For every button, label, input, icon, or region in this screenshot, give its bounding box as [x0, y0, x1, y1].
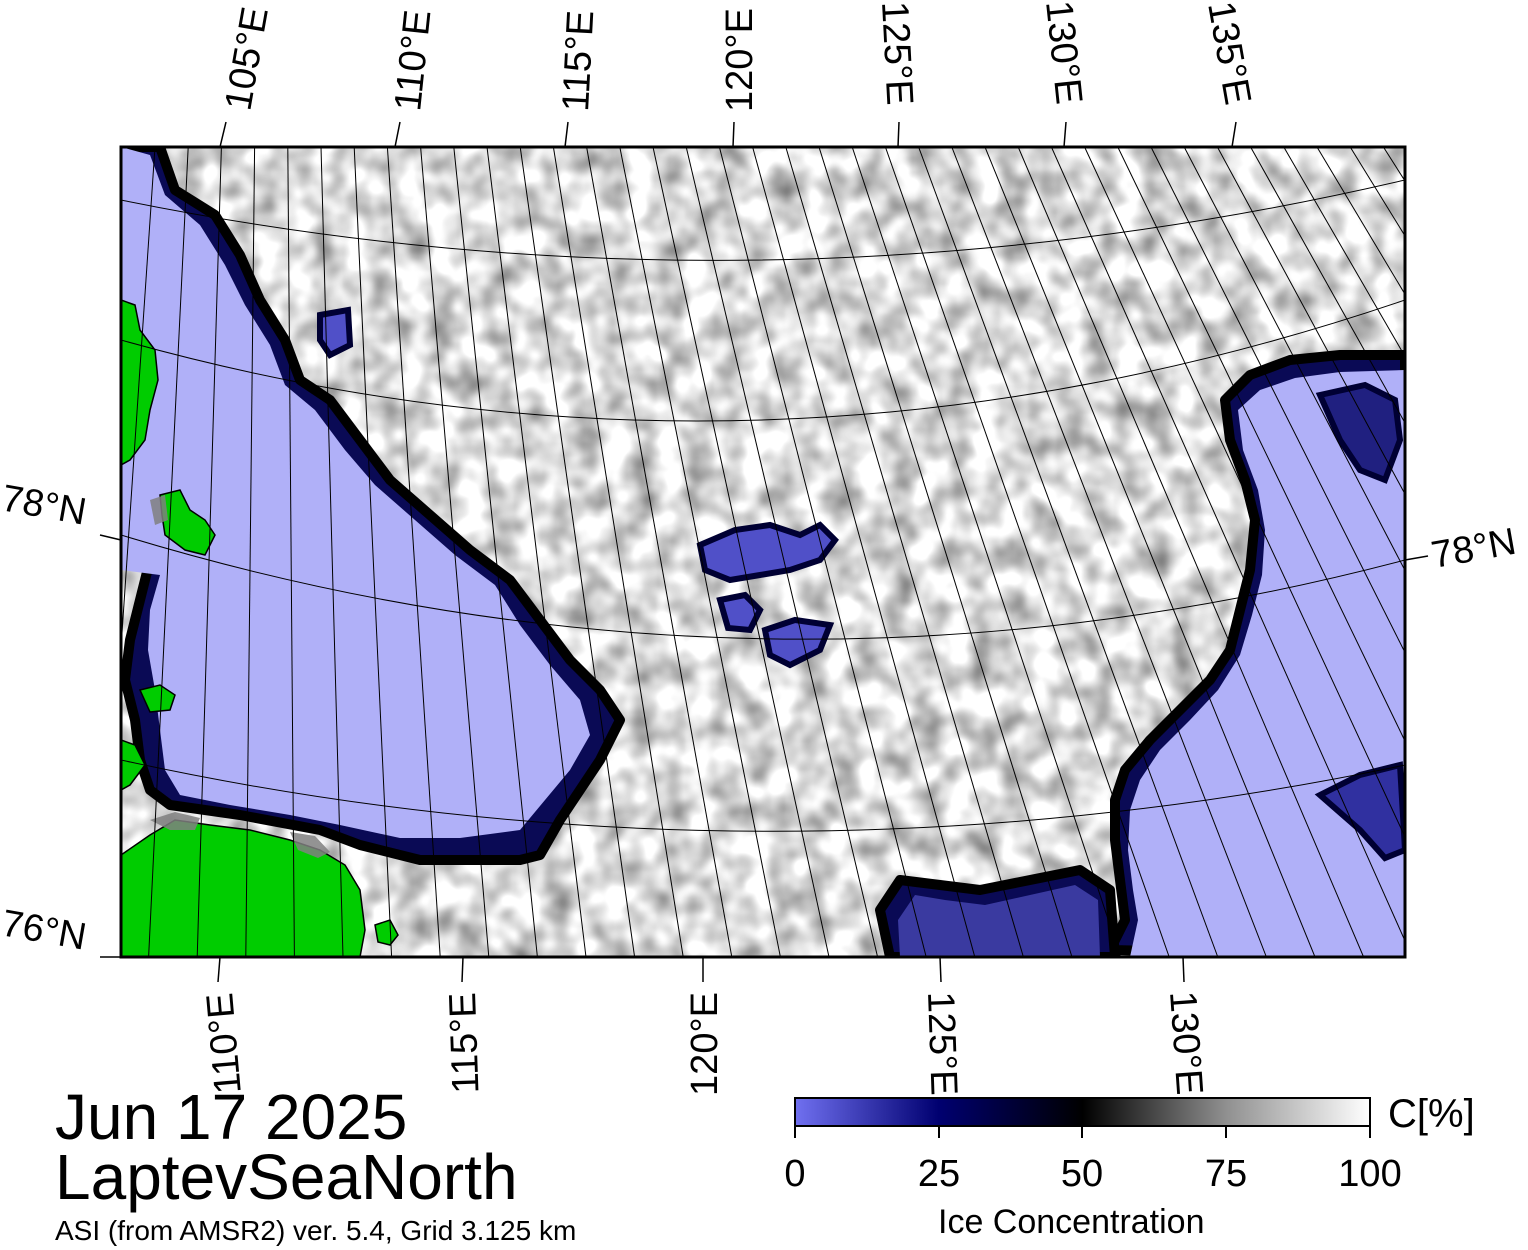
- meridian-line: [1316, 147, 1405, 296]
- meridian-line: [884, 147, 1170, 957]
- meridian-line: [752, 147, 976, 957]
- meridian-line: [121, 147, 156, 656]
- graticule: [121, 147, 1405, 957]
- meridian-line: [918, 147, 1219, 957]
- lon-label-bottom-125: 125°E: [919, 991, 965, 1096]
- lat-label-right-78: 78°N: [1428, 521, 1519, 577]
- meridian-line: [1017, 147, 1365, 957]
- meridian-line: [1084, 147, 1405, 839]
- meridian-line: [685, 147, 879, 957]
- meridian-line: [287, 147, 295, 957]
- meridian-line: [785, 147, 1024, 957]
- lon-label-top-115: 115°E: [555, 9, 602, 112]
- meridian-line: [486, 147, 587, 957]
- meridian-line: [1216, 147, 1405, 496]
- colorbar-tick-0: 0: [784, 1153, 805, 1195]
- lon-label-top-110: 110°E: [387, 8, 439, 113]
- axis-ticks: [99, 121, 1429, 983]
- top-longitude-labels: 105°E 110°E 115°E 120°E 125°E 130°E 135°…: [218, 0, 1259, 114]
- land-small-island-3: [121, 739, 146, 791]
- map-date: Jun 17 2025: [55, 1081, 408, 1153]
- meridian-line: [984, 147, 1316, 957]
- lat-label-left-78: 78°N: [0, 478, 89, 534]
- meridian-line: [818, 147, 1073, 957]
- lon-label-bottom-110: 110°E: [199, 991, 250, 1095]
- meridian-line: [851, 147, 1122, 957]
- meridian-line: [1050, 147, 1405, 943]
- colorbar-unit: C[%]: [1388, 1092, 1475, 1136]
- colorbar: 0 25 50 75 100: [784, 1097, 1402, 1195]
- colorbar-tick-50: 50: [1061, 1153, 1103, 1195]
- lon-label-bottom-130: 130°E: [1161, 990, 1210, 1097]
- meridian-line: [196, 147, 222, 957]
- meridian-line: [652, 147, 830, 957]
- lon-label-top-130: 130°E: [1037, 0, 1090, 106]
- lon-label-bottom-115: 115°E: [442, 992, 488, 1095]
- meridian-line: [951, 147, 1267, 957]
- meridian-line: [420, 147, 490, 957]
- meridian-line: [552, 147, 684, 957]
- lon-label-top-105: 105°E: [218, 4, 277, 114]
- lon-label-top-135: 135°E: [1199, 0, 1258, 108]
- lat-label-left-76: 76°N: [0, 903, 89, 959]
- meridian-line: [245, 147, 256, 957]
- map-frame: [119, 145, 1407, 959]
- colorbar-tick-25: 25: [918, 1153, 960, 1195]
- lon-label-top-125: 125°E: [873, 0, 920, 106]
- colorbar-title: Ice Concentration: [938, 1203, 1205, 1241]
- meridian-line: [386, 147, 441, 957]
- region-name: LaptevSeaNorth: [55, 1141, 518, 1213]
- meridian-line: [353, 147, 393, 957]
- land-small-island-4: [374, 919, 399, 946]
- meridian-line: [148, 147, 189, 957]
- meridian-line: [519, 147, 636, 957]
- meridian-line: [1150, 147, 1405, 654]
- meridian-line: [586, 147, 733, 957]
- meridian-line: [453, 147, 538, 957]
- colorbar-gradient: [794, 1097, 1371, 1127]
- map-area: [121, 147, 1405, 957]
- meridian-line: [1250, 147, 1405, 424]
- data-source-note: ASI (from AMSR2) ver. 5.4, Grid 3.125 km: [55, 1215, 577, 1246]
- land-shelf-grey: [150, 495, 330, 858]
- colorbar-tick-100: 100: [1338, 1153, 1401, 1195]
- lon-label-bottom-120: 120°E: [684, 992, 726, 1096]
- meridian-line: [718, 147, 927, 957]
- meridian-line: [1283, 147, 1405, 358]
- parallel-78n: [121, 534, 1405, 640]
- land-small-island-2: [138, 684, 176, 713]
- colorbar-tick-75: 75: [1205, 1153, 1247, 1195]
- meridian-line: [619, 147, 781, 957]
- bottom-longitude-labels: 110°E 115°E 120°E 125°E 130°E: [199, 990, 1210, 1097]
- ice-polynyas: [317, 306, 1405, 862]
- meridian-line: [1117, 147, 1405, 743]
- lon-label-top-120: 120°E: [719, 8, 761, 112]
- meridian-line: [1183, 147, 1405, 572]
- meridian-line: [320, 147, 344, 957]
